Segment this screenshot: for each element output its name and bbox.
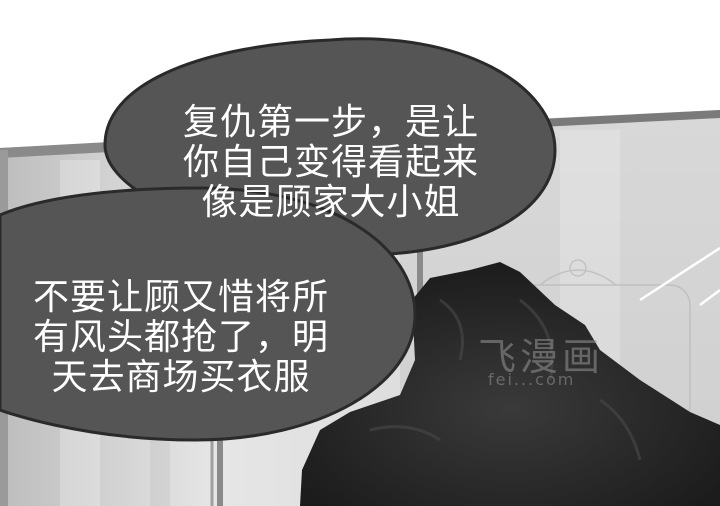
- bubble-1-line: 你自己变得看起来: [182, 142, 479, 183]
- dark-cloth: [300, 262, 720, 506]
- bubble-1-text: 复仇第一步，是让 你自己变得看起来 像是顾家大小姐: [166, 103, 496, 223]
- watermark-title: 飞漫画: [478, 335, 605, 379]
- highlight-lines: [639, 246, 720, 306]
- bubble-2-line: 不要让顾又惜将所: [32, 277, 329, 318]
- bubble-2-line: 天去商场买衣服: [51, 357, 311, 398]
- speech-bubble-2: [0, 186, 417, 442]
- bubble-1-line: 复仇第一步，是让: [182, 102, 479, 143]
- watermark-url: fei...com: [488, 370, 576, 389]
- bubble-1-line: 像是顾家大小姐: [201, 182, 461, 223]
- bubble-2-line: 有风头都抢了，明: [32, 317, 329, 358]
- bubble-2-text: 不要让顾又惜将所 有风头都抢了，明 天去商场买衣服: [16, 278, 346, 398]
